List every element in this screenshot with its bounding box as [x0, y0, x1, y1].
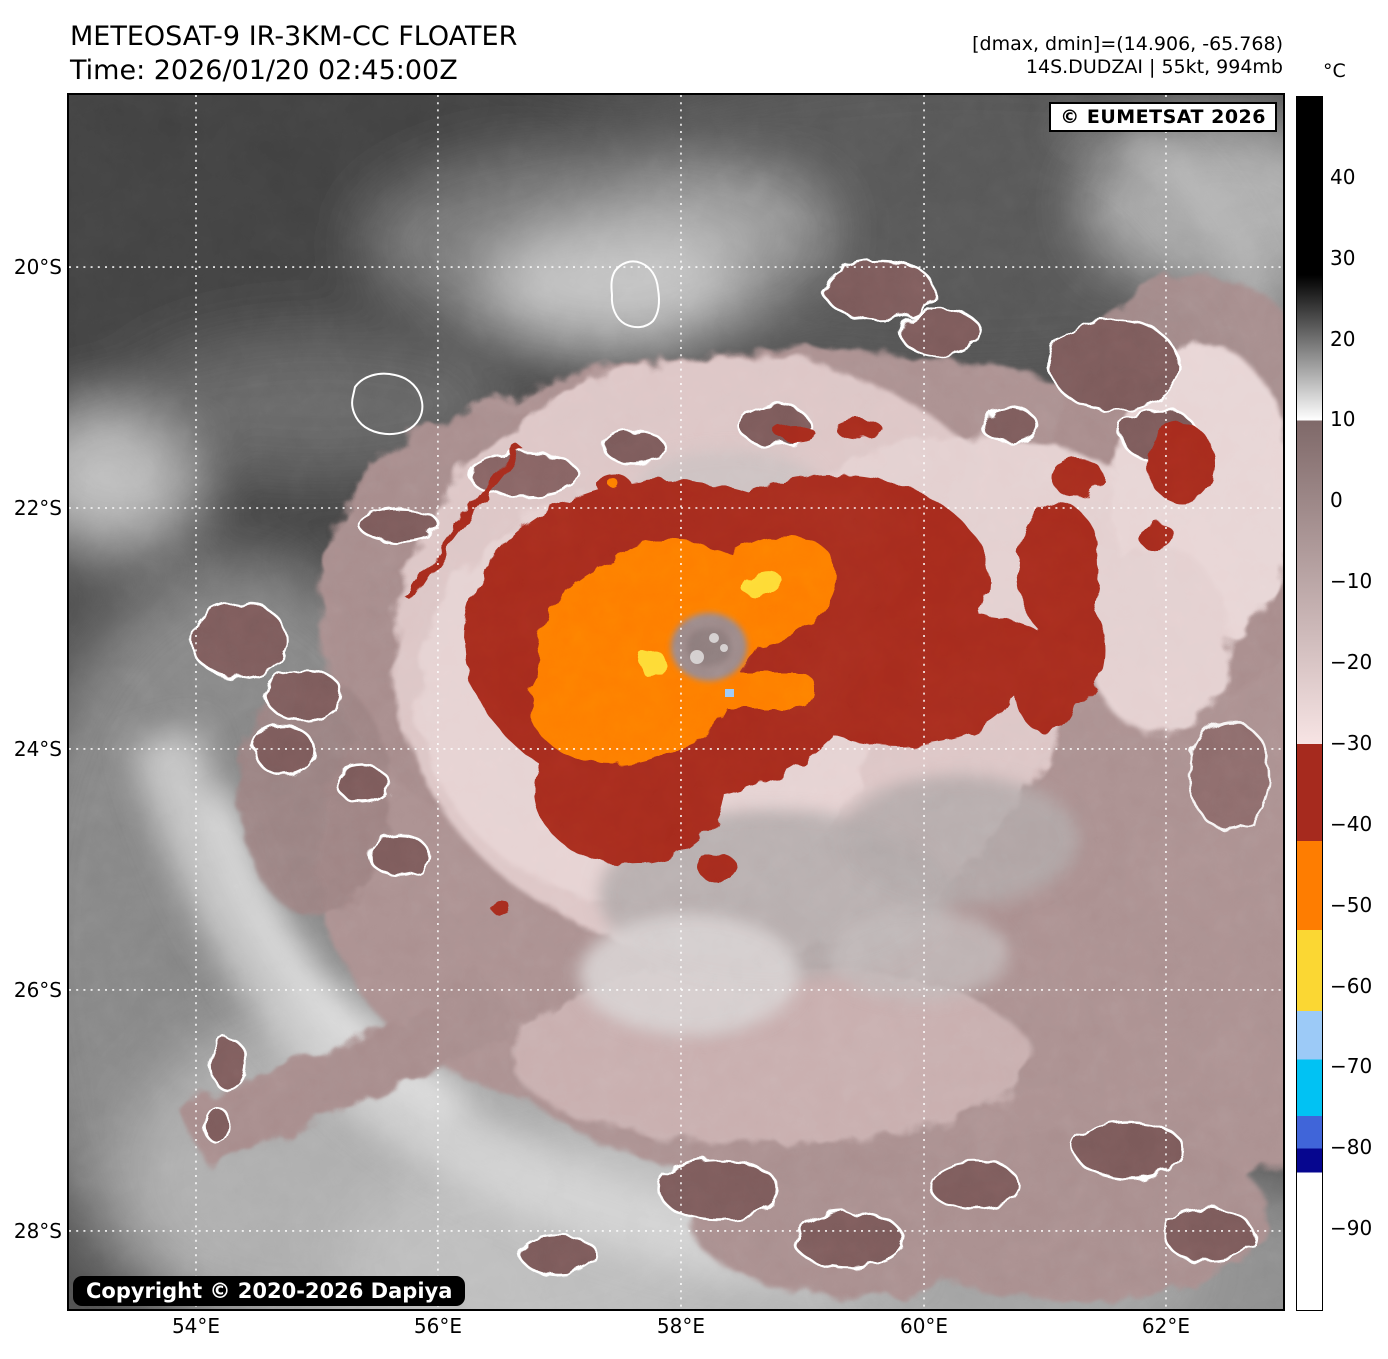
y-axis-label: 22°S: [13, 496, 62, 520]
header-title-block: METEOSAT-9 IR-3KM-CC FLOATER Time: 2026/…: [70, 20, 517, 88]
x-axis-label: 58°E: [656, 1314, 706, 1338]
colorbar-unit-label: °C: [1323, 60, 1346, 82]
colorbar-tick-label: −50: [1330, 892, 1373, 917]
y-axis-label: 20°S: [13, 255, 62, 280]
satellite-image: [69, 95, 1283, 1309]
colorbar-tick-label: −30: [1330, 730, 1373, 755]
colorbar-tick-label: 10: [1330, 407, 1356, 432]
colorbar-gradient: [1296, 96, 1323, 1311]
header-info-block: [dmax, dmin]=(14.906, -65.768) 14S.DUDZA…: [972, 33, 1283, 79]
colorbar-tick-label: −80: [1330, 1135, 1373, 1160]
colorbar-tick-label: −40: [1330, 811, 1373, 836]
y-axis-label: 24°S: [13, 736, 62, 761]
y-axis: 20°S 22°S 24°S 26°S 28°S: [0, 95, 62, 1309]
satellite-map: © EUMETSAT 2026 Copyright © 2020-2026 Da…: [67, 93, 1285, 1311]
colorbar-tick-label: 20: [1330, 326, 1356, 351]
colorbar-tick-label: 30: [1330, 245, 1356, 270]
copyright-badge: Copyright © 2020-2026 Dapiya: [73, 1276, 466, 1306]
colorbar-tick-label: 40: [1330, 164, 1356, 189]
y-axis-label: 26°S: [13, 977, 62, 1002]
page-title: METEOSAT-9 IR-3KM-CC FLOATER: [70, 21, 518, 52]
colorbar-tick-label: 0: [1330, 488, 1343, 513]
dmax-dmin-readout: [dmax, dmin]=(14.906, -65.768): [972, 33, 1283, 55]
x-axis-label: 60°E: [899, 1314, 949, 1338]
colorbar-tick-label: −20: [1330, 650, 1373, 675]
storm-id-readout: 14S.DUDZAI | 55kt, 994mb: [1025, 56, 1283, 78]
colorbar-tick-label: −70: [1330, 1054, 1373, 1079]
colorbar-ticks: 40 30 20 10 0 −10 −20 −30 −40 −50 −60 −70 −80 −90: [1330, 96, 1386, 1309]
x-axis-label: 62°E: [1141, 1314, 1191, 1338]
colorbar-tick-label: −60: [1330, 973, 1373, 998]
x-axis-label: 56°E: [413, 1314, 462, 1338]
colorbar-tick-label: −10: [1330, 569, 1373, 594]
x-axis: 54°E 56°E 58°E 60°E 62°E: [69, 1314, 1283, 1344]
x-axis-label: 54°E: [171, 1314, 221, 1338]
noise-texture: [69, 95, 1283, 1309]
colorbar-tick-label: −90: [1330, 1216, 1373, 1241]
y-axis-label: 28°S: [13, 1218, 62, 1243]
eumetsat-attribution-badge: © EUMETSAT 2026: [1049, 102, 1277, 132]
latlon-gridlines: [69, 95, 1283, 1309]
timestamp: Time: 2026/01/20 02:45:00Z: [70, 55, 458, 86]
